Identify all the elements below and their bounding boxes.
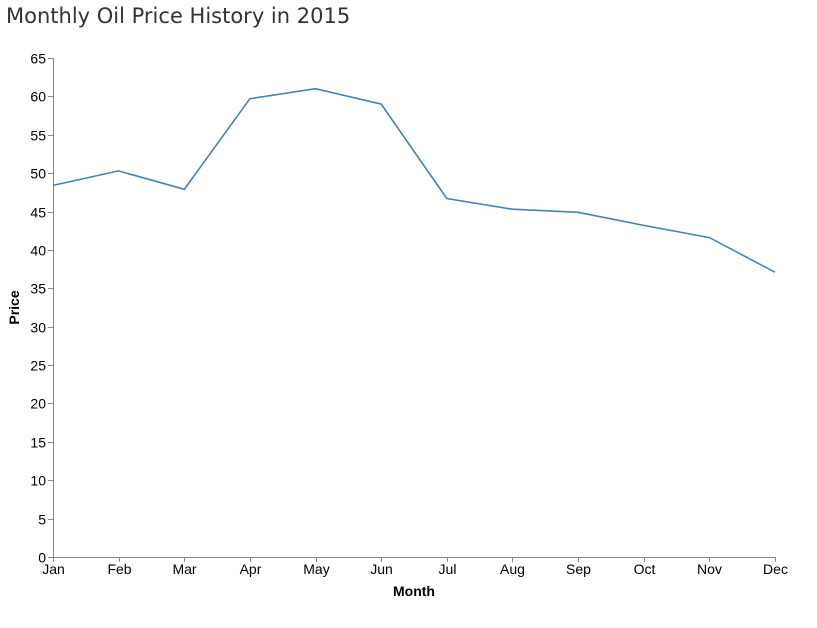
y-axis-title: Price — [6, 290, 22, 324]
y-tick-label: 0 — [38, 550, 46, 566]
y-tick-label: 50 — [30, 166, 46, 182]
x-tick-label: Aug — [500, 561, 525, 577]
y-tick-label: 30 — [30, 320, 46, 336]
x-tick-label: Jun — [370, 561, 393, 577]
series-layer — [52, 87, 776, 273]
x-tick-label: Mar — [172, 561, 196, 577]
y-tick-label: 45 — [30, 205, 46, 221]
x-tick-label: Jan — [42, 561, 65, 577]
x-tick-label: Sep — [566, 561, 591, 577]
y-tick-label: 60 — [30, 89, 46, 105]
series-line — [52, 87, 776, 273]
y-tick-label: 15 — [30, 435, 46, 451]
y-tick-label: 20 — [30, 396, 46, 412]
y-tick-label: 25 — [30, 358, 46, 374]
x-axis-title: Month — [393, 583, 435, 599]
y-tick-label: 10 — [30, 473, 46, 489]
x-tick-label: May — [303, 561, 329, 577]
x-tick-label: Nov — [697, 561, 722, 577]
x-tick-label: Oct — [634, 561, 656, 577]
y-axis: 0 5 10 15 20 25 30 35 40 45 50 55 60 65 — [30, 51, 54, 566]
x-tick-label: Jul — [439, 561, 457, 577]
x-tick-label: Apr — [240, 561, 262, 577]
y-tick-label: 35 — [30, 281, 46, 297]
y-tick-label: 40 — [30, 243, 46, 259]
y-tick-label: 5 — [38, 512, 46, 528]
x-tick-label: Feb — [107, 561, 131, 577]
x-axis: Jan Feb Mar Apr May Jun Jul Aug Sep Oct Nov Dec — [42, 557, 788, 577]
y-tick-label: 55 — [30, 128, 46, 144]
chart-title: Monthly Oil Price History in 2015 — [6, 4, 351, 28]
x-tick-label: Dec — [763, 561, 788, 577]
y-tick-label: 65 — [30, 51, 46, 67]
